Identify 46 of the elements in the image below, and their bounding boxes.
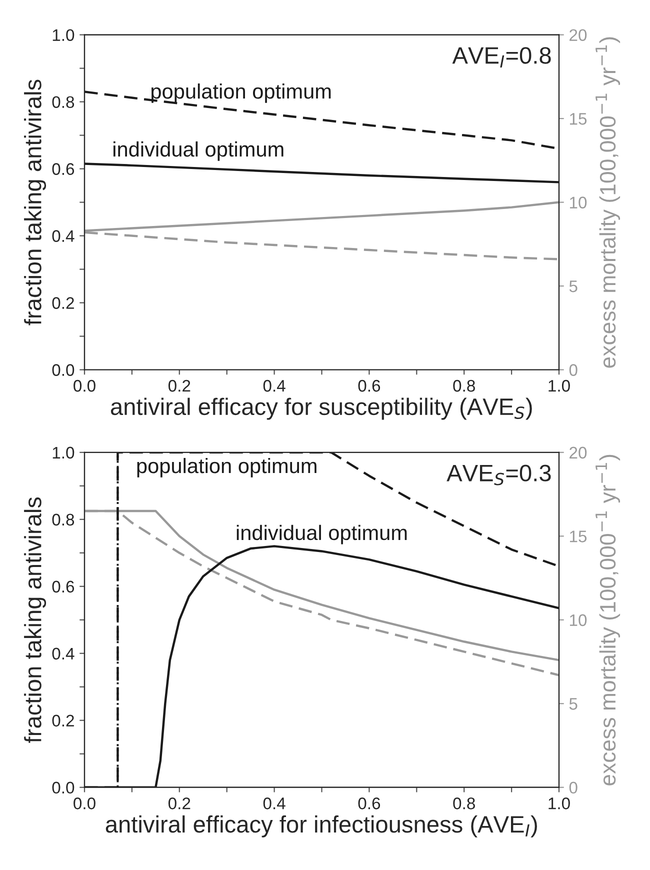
annotation: individual optimum xyxy=(236,524,407,544)
y2-tick-label: 10 xyxy=(570,196,587,208)
y2-tick-label: 20 xyxy=(570,446,587,459)
y-tick-label: 0.4 xyxy=(52,230,74,242)
y-tick-label: 1.0 xyxy=(52,446,74,459)
y-tick-label: 0.0 xyxy=(52,782,74,794)
x-tick-label: 0.0 xyxy=(74,798,96,810)
y-tick-label: 0.6 xyxy=(52,163,74,175)
annotation: population optimum xyxy=(137,458,316,478)
annotation: population optimum xyxy=(152,83,331,103)
x-tick-label: 0.4 xyxy=(263,798,286,810)
y2-tick-label: 20 xyxy=(570,29,587,42)
y2-axis-title: excess mortality (100,000$^{−1}$ yr$^{−1}$) xyxy=(596,454,620,786)
y-tick-label: 0.8 xyxy=(52,514,74,526)
y-tick-label: 0.0 xyxy=(52,364,74,376)
x-tick-label: 0.4 xyxy=(263,380,286,392)
x-tick-label: 0.0 xyxy=(74,380,96,392)
y-tick-label: 0.6 xyxy=(52,580,74,593)
x-tick-label: 0.8 xyxy=(453,380,475,392)
y-tick-label: 0.2 xyxy=(52,297,74,309)
x-tick-label: 0.6 xyxy=(358,380,380,392)
y-axis-title: fraction taking antivirals xyxy=(24,80,46,326)
x-tick-label: 0.6 xyxy=(358,798,380,810)
x-tick-label: 0.2 xyxy=(168,380,190,392)
y-tick-label: 1.0 xyxy=(52,29,74,42)
annotation: individual optimum xyxy=(114,141,284,161)
y2-tick-label: 0 xyxy=(569,782,578,794)
x-axis-title: antiviral efficacy for infectiousness (AVE$_{I}$) xyxy=(106,815,537,838)
annotation: AVE$_{S}$=0.3 xyxy=(446,464,551,486)
y2-tick-label: 0 xyxy=(569,364,578,376)
y2-axis-title: excess mortality (100,000$^{−1}$ yr$^{−1}$) xyxy=(596,37,620,368)
y2-tick-label: 15 xyxy=(570,530,587,542)
y-axis-title: fraction taking antivirals xyxy=(24,497,46,743)
annotation: AVE$_{I}$=0.8 xyxy=(452,47,551,68)
x-tick-label: 1.0 xyxy=(548,380,570,392)
y2-tick-label: 5 xyxy=(569,280,578,292)
y-tick-label: 0.4 xyxy=(52,648,74,660)
x-tick-label: 1.0 xyxy=(548,798,570,810)
y-tick-label: 0.2 xyxy=(52,714,74,727)
x-axis-title: antiviral efficacy for susceptibility (AVE$_{S}$) xyxy=(110,398,532,420)
x-tick-label: 0.8 xyxy=(453,798,475,810)
y2-tick-label: 5 xyxy=(569,698,578,710)
y-tick-label: 0.8 xyxy=(52,96,74,108)
x-tick-label: 0.2 xyxy=(168,798,190,810)
y2-tick-label: 10 xyxy=(570,614,587,626)
y2-tick-label: 15 xyxy=(570,113,587,125)
